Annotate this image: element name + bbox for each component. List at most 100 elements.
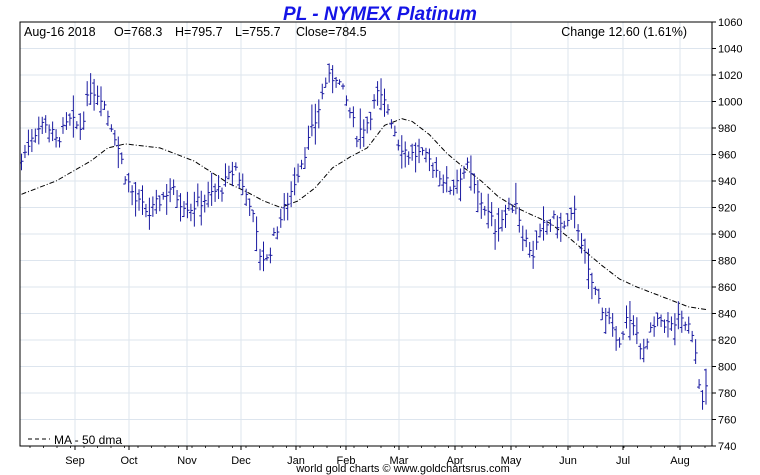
ohlc-bar [358,108,363,149]
x-tick-label: Jul [616,455,630,467]
ohlc-bar [296,163,301,183]
ohlc-bar [26,129,31,156]
ohlc-bar [652,316,657,337]
ohlc-bar [126,172,131,193]
y-tick-label: 760 [718,415,736,427]
ohlc-bar [175,190,180,208]
ohlc-bar [140,185,145,215]
ohlc-bar [220,187,225,202]
ohlc-bar [344,95,349,106]
ohlc-bar [95,85,100,106]
ohlc-bar [403,141,408,168]
ohlc-bar [486,193,491,229]
ohlc-bar [538,223,543,238]
y-tick-label: 920 [718,203,736,215]
ohlc-bar [610,312,615,337]
ohlc-bar [631,315,636,336]
ohlc-bar [410,143,415,161]
ohlc-bar [396,139,401,151]
ohlc-bar [627,301,632,341]
ohlc-bar [213,183,218,202]
ohlc-bar [589,272,594,300]
y-tick-label: 900 [718,229,736,241]
ohlc-bar [206,181,211,208]
x-tick-label: Oct [120,455,137,467]
y-tick-label: 880 [718,256,736,268]
ohlc-bar [669,316,674,331]
ohlc-bar [406,151,411,165]
ohlc-bar [534,230,539,250]
ohlc-bar [306,125,311,150]
ohlc-bar [188,203,193,222]
ohlc-bar [451,179,456,196]
ohlc-bar [472,173,477,194]
ohlc-bar [683,321,688,331]
ohlc-bar [168,178,173,203]
x-tick-label: Aug [670,455,690,467]
ohlc-bar [320,83,325,100]
ohlc-bar [130,185,135,206]
y-tick-label: 840 [718,309,736,321]
x-tick-label: Jun [559,455,577,467]
ohlc-bar [704,368,708,405]
chart-title: PL - NYMEX Platinum [283,4,477,25]
y-tick-label: 1020 [718,70,742,82]
ohlc-bar [223,163,228,187]
y-tick-label: 960 [718,150,736,162]
ohlc-bar [372,94,377,109]
header-close: Close=784.5 [296,25,367,39]
ohlc-bar [693,339,698,364]
ohlc-bar [258,248,263,271]
ohlc-bar [475,180,480,213]
y-tick-label: 780 [718,388,736,400]
ohlc-bar [399,135,404,169]
ohlc-bar [85,81,90,107]
ohlc-bar [54,129,59,148]
ohlc-bar [496,208,501,242]
ohlc-bar [40,116,45,135]
x-tick-label: Feb [337,455,356,467]
y-tick-label: 820 [718,335,736,347]
ohlc-bar [143,203,148,218]
ohlc-bar [603,307,608,334]
ohlc-bar [700,390,705,410]
ohlc-bar [268,247,273,264]
ohlc-bar [506,197,511,211]
ohlc-bar [78,113,83,140]
ohlc-bar [309,104,314,137]
ohlc-bar [517,207,522,233]
ohlc-bar [479,192,484,219]
ohlc-bar [216,175,221,200]
ohlc-bar [583,238,588,264]
y-tick-label: 1040 [718,44,742,56]
ohlc-bar [510,204,515,213]
x-tick-label: Apr [446,455,463,467]
ohlc-bar [354,135,359,148]
ohlc-bar [686,316,691,334]
ohlc-bar [448,186,453,195]
ohlc-bar [275,226,280,240]
ohlc-bar [576,224,581,241]
ohlc-bar [164,183,169,215]
ohlc-bar [154,189,159,214]
ohlc-bar [226,165,231,180]
x-tick-label: Mar [390,455,409,467]
ohlc-bar [562,220,567,230]
ohlc-bar [572,195,577,229]
ohlc-bar [50,121,55,142]
ohlc-bar [441,174,446,194]
ohlc-bar [251,209,256,223]
ohlc-bar [600,307,605,321]
ohlc-bar [503,204,508,228]
ohlc-bar [36,116,41,145]
ohlc-bar [455,169,460,194]
ohlc-bar [593,286,598,296]
ohlc-bar [171,179,176,196]
ohlc-bar [489,202,494,227]
ohlc-bar [392,125,397,137]
ohlc-bar [382,88,387,117]
ohlc-bar [607,307,612,325]
ohlc-bar [624,305,629,329]
ohlc-bar [621,330,626,340]
